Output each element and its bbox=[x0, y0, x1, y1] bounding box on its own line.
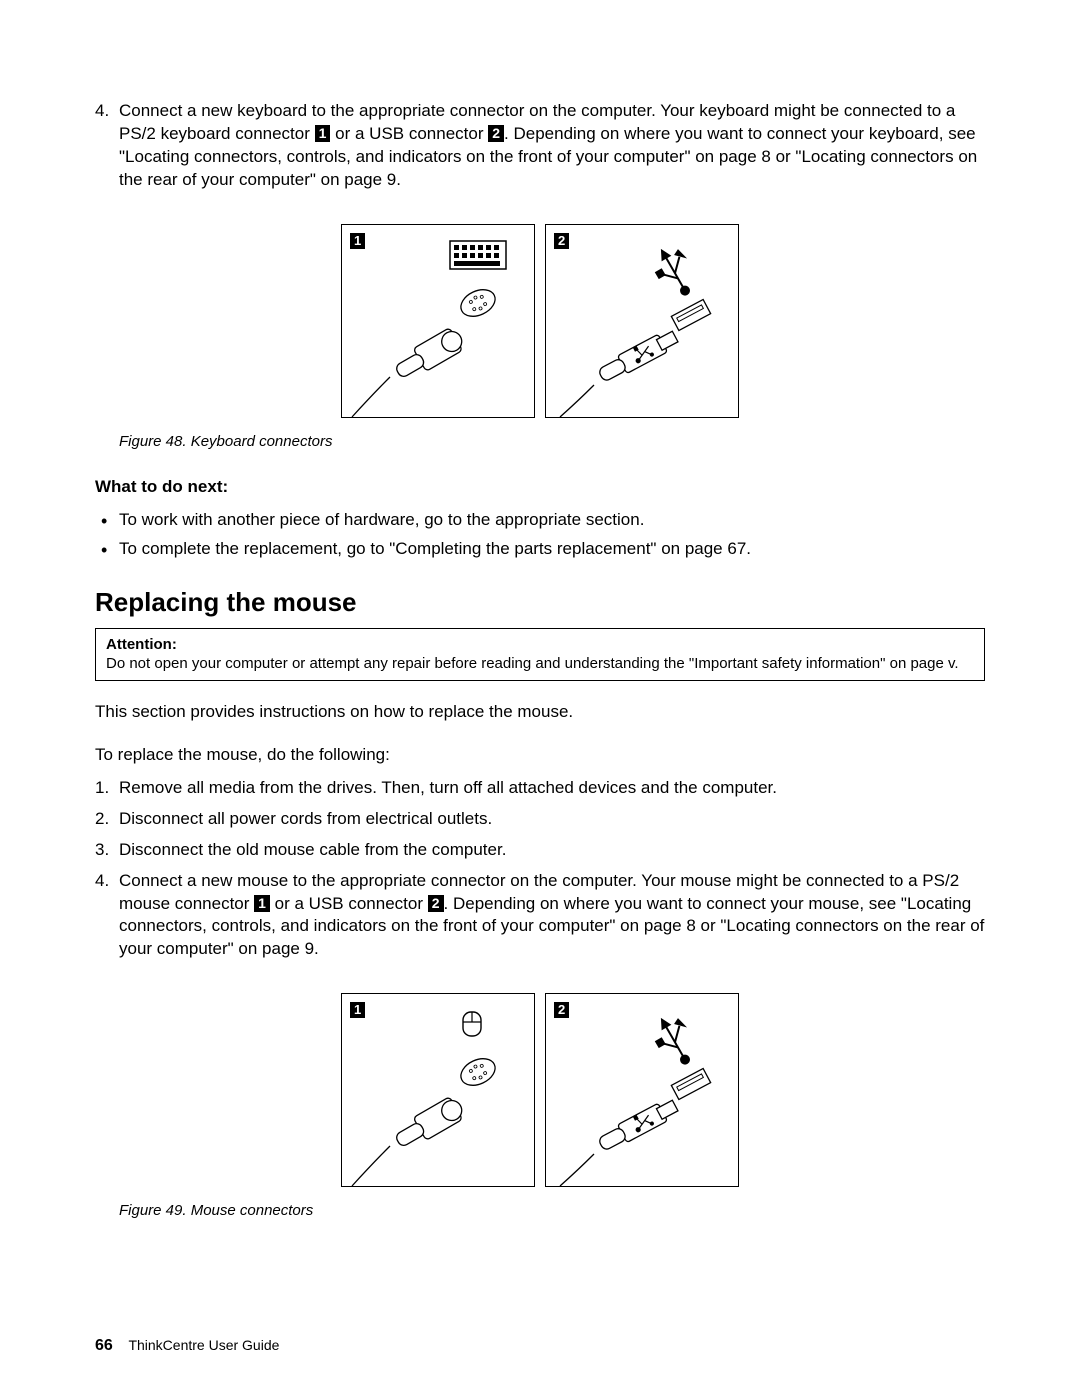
step-text: Disconnect the old mouse cable from the … bbox=[119, 840, 506, 859]
step-number: 4. bbox=[95, 870, 109, 893]
figure-49-caption: Figure 49. Mouse connectors bbox=[119, 1201, 985, 1221]
mouse-step-4: 4. Connect a new mouse to the appropriat… bbox=[119, 870, 985, 962]
keyboard-step-4: 4. Connect a new keyboard to the appropr… bbox=[119, 100, 985, 192]
mouse-step-1: 1. Remove all media from the drives. The… bbox=[119, 777, 985, 800]
panel-label-1: 1 bbox=[350, 1002, 365, 1018]
what-next-item-2: To complete the replacement, go to "Comp… bbox=[119, 538, 985, 561]
attention-label: Attention: bbox=[106, 636, 177, 653]
mouse-step-2: 2. Disconnect all power cords from elect… bbox=[119, 808, 985, 831]
figure-48-caption: Figure 48. Keyboard connectors bbox=[119, 432, 985, 452]
figure-49-panel-1: 1 bbox=[341, 993, 535, 1187]
step-text-part2: or a USB connector bbox=[270, 894, 428, 913]
step-text: Disconnect all power cords from electric… bbox=[119, 809, 492, 828]
usb-connector-icon bbox=[546, 994, 740, 1188]
figure-48: 1 2 bbox=[95, 224, 985, 418]
what-next-heading: What to do next: bbox=[95, 476, 985, 499]
book-title: ThinkCentre User Guide bbox=[128, 1337, 279, 1353]
figure-49-panel-2: 2 bbox=[545, 993, 739, 1187]
step-number: 2. bbox=[95, 808, 109, 831]
usb-connector-icon bbox=[546, 225, 740, 419]
figure-49: 1 2 bbox=[95, 993, 985, 1187]
panel-label-1: 1 bbox=[350, 233, 365, 249]
step-text: Remove all media from the drives. Then, … bbox=[119, 778, 777, 797]
page-footer: 66 ThinkCentre User Guide bbox=[95, 1335, 279, 1357]
section-heading: Replacing the mouse bbox=[95, 585, 985, 620]
attention-text: Do not open your computer or attempt any… bbox=[106, 655, 959, 672]
figure-48-panel-2: 2 bbox=[545, 224, 739, 418]
figure-48-panel-1: 1 bbox=[341, 224, 535, 418]
callout-2-icon: 2 bbox=[428, 895, 444, 912]
ps2-keyboard-connector-icon bbox=[342, 225, 536, 419]
intro-paragraph: This section provides instructions on ho… bbox=[95, 701, 985, 724]
callout-2-icon: 2 bbox=[488, 125, 504, 142]
lead-in-paragraph: To replace the mouse, do the following: bbox=[95, 744, 985, 767]
what-next-item-1: To work with another piece of hardware, … bbox=[119, 509, 985, 532]
step-text-part2: or a USB connector bbox=[330, 124, 488, 143]
callout-1-icon: 1 bbox=[315, 125, 331, 142]
panel-label-2: 2 bbox=[554, 1002, 569, 1018]
keyboard-step-list: 4. Connect a new keyboard to the appropr… bbox=[95, 100, 985, 192]
callout-1-icon: 1 bbox=[254, 895, 270, 912]
attention-box: Attention: Do not open your computer or … bbox=[95, 628, 985, 681]
page-number: 66 bbox=[95, 1337, 113, 1354]
mouse-step-3: 3. Disconnect the old mouse cable from t… bbox=[119, 839, 985, 862]
panel-label-2: 2 bbox=[554, 233, 569, 249]
mouse-steps: 1. Remove all media from the drives. The… bbox=[95, 777, 985, 962]
step-number: 3. bbox=[95, 839, 109, 862]
ps2-mouse-connector-icon bbox=[342, 994, 536, 1188]
what-next-list: To work with another piece of hardware, … bbox=[95, 509, 985, 561]
step-number: 4. bbox=[95, 100, 109, 123]
step-number: 1. bbox=[95, 777, 109, 800]
